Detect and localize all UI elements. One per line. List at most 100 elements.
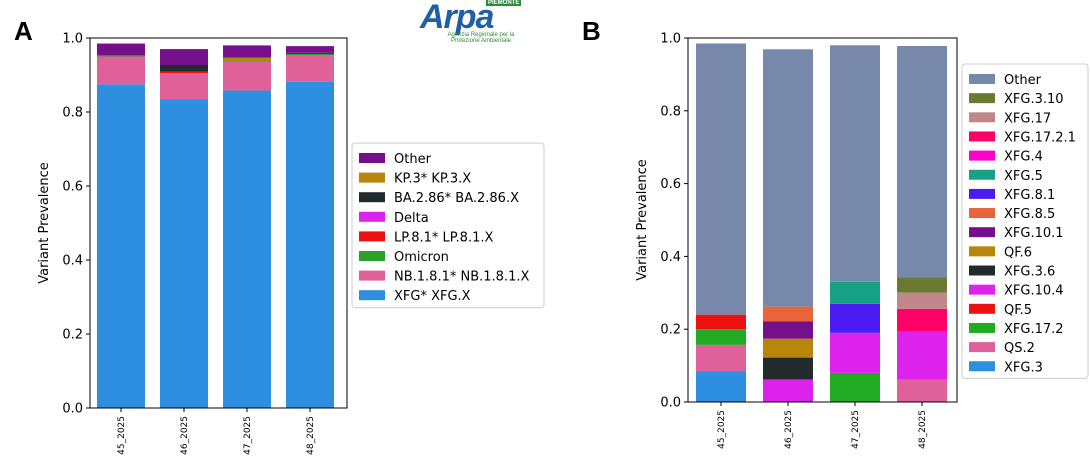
legend-swatch <box>969 361 995 372</box>
legend-label: XFG.3.6 <box>1004 265 1055 280</box>
bar-segment <box>223 60 271 62</box>
bar-segment <box>160 99 208 409</box>
bar-segment <box>763 49 813 307</box>
legend-label: NB.1.8.1* NB.1.8.1.X <box>394 270 529 285</box>
legend-box <box>961 63 1089 379</box>
axes-frame <box>89 37 348 409</box>
legend-label: Other <box>1004 73 1042 88</box>
y-tick-label: 0.0 <box>62 402 83 417</box>
y-tick-label: 0.2 <box>62 328 83 343</box>
bar-segment <box>223 90 271 408</box>
legend-label: XFG.17 <box>1004 111 1051 126</box>
legend-swatch <box>359 211 385 222</box>
bar-segment <box>696 43 746 315</box>
bar-segment <box>223 57 271 61</box>
bar-segment <box>696 371 746 402</box>
legend-label: QS.2 <box>1004 341 1035 356</box>
legend-label: XFG.3.10 <box>1004 92 1064 107</box>
bar-segment <box>160 65 208 72</box>
legend-swatch <box>969 208 995 219</box>
logo-region: PIEMONTE <box>486 0 522 6</box>
legend-swatch <box>359 172 385 183</box>
legend-swatch <box>359 251 385 261</box>
logo-subtitle: Agenzia Regionale per la Protezione Ambi… <box>447 32 515 44</box>
legend-label: XFG* XFG.X <box>394 289 471 304</box>
legend-swatch <box>969 169 995 180</box>
bar-segment <box>696 329 746 345</box>
legend-label: XFG.17.2.1 <box>1004 130 1076 145</box>
bar-segment <box>160 73 208 100</box>
y-tick-label: 0.2 <box>660 323 681 338</box>
y-tick-label: 0.4 <box>660 250 681 265</box>
legend-swatch <box>969 93 995 104</box>
x-tick-label: 45_2025 <box>717 410 727 449</box>
legend-label: XFG.8.1 <box>1004 188 1055 203</box>
legend-label: QF.5 <box>1004 303 1032 318</box>
legend-swatch <box>359 270 385 281</box>
y-axis-label: Variant Prevalence <box>635 159 650 281</box>
legend-swatch <box>359 290 385 301</box>
y-tick-label: 0.8 <box>62 106 83 121</box>
y-tick-label: 0.8 <box>660 104 681 119</box>
bar-segment <box>763 357 813 380</box>
y-tick-label: 1.0 <box>62 32 83 47</box>
x-tick-label: 45_2025 <box>117 416 127 455</box>
legend-label: XFG.3 <box>1004 360 1043 375</box>
y-tick-label: 0.0 <box>660 396 681 411</box>
legend-swatch <box>359 153 385 163</box>
legend-swatch <box>969 246 995 257</box>
legend-swatch <box>359 192 385 203</box>
x-tick-label: 46_2025 <box>784 410 794 449</box>
bar-segment <box>286 81 334 408</box>
legend-swatch <box>969 227 995 238</box>
legend-label: XFG.10.4 <box>1004 284 1064 299</box>
legend-swatch <box>359 231 385 242</box>
panel-b-letter: B <box>582 16 601 46</box>
bar-segment <box>830 303 880 333</box>
x-tick-label: 47_2025 <box>851 410 861 449</box>
arpa-logo: Arpa PIEMONTE Agenzia Regionale per la P… <box>420 0 524 48</box>
x-tick-label: 48_2025 <box>918 410 928 449</box>
y-tick-label: 0.6 <box>660 177 681 192</box>
bar-segment <box>897 46 947 278</box>
legend-label: Other <box>394 152 432 167</box>
y-tick-label: 1.0 <box>660 32 681 47</box>
bar-segment <box>897 331 947 380</box>
bar-segment <box>763 338 813 358</box>
legend-label: XFG.8.5 <box>1004 207 1055 222</box>
legend-label: Omicron <box>394 250 449 265</box>
bar-segment <box>286 55 334 82</box>
bar-segment <box>696 344 746 372</box>
bar-segment <box>286 53 334 56</box>
bar-segment <box>97 55 145 57</box>
bar-segment <box>223 61 271 91</box>
y-tick-label: 0.4 <box>62 254 83 269</box>
y-tick-label: 0.6 <box>62 180 83 195</box>
bar-segment <box>897 292 947 309</box>
legend-swatch <box>969 342 995 353</box>
legend-label: XFG.10.1 <box>1004 226 1064 241</box>
legend-swatch <box>969 131 995 142</box>
bar-segment <box>97 56 145 85</box>
legend-swatch <box>969 74 995 84</box>
legend-label: BA.2.86* BA.2.86.X <box>394 191 519 206</box>
legend-label: KP.3* KP.3.X <box>394 172 471 187</box>
legend-label: XFG.4 <box>1004 150 1043 165</box>
x-tick-label: 46_2025 <box>180 416 190 455</box>
chart-panel-a: 45_2025 46_2025 47_2025 48_2025 0.0 0.2 0.4 0.6… <box>37 32 545 455</box>
bar-segment <box>160 71 208 74</box>
bar-segment <box>830 281 880 304</box>
bar-segment <box>897 308 947 332</box>
bar-segment <box>97 43 145 56</box>
bar-segment <box>830 372 880 402</box>
x-tick-label: 48_2025 <box>306 416 316 455</box>
legend-swatch <box>969 150 995 161</box>
x-tick-label: 47_2025 <box>243 416 253 455</box>
legend-swatch <box>969 112 995 123</box>
bar-segment <box>830 332 880 373</box>
legend-label: LP.8.1* LP.8.1.X <box>394 230 493 245</box>
legend-swatch <box>969 188 995 199</box>
chart-panel-b: 45_2025 46_2025 47_2025 48_2025 0.0 0.2 0.4 0.6… <box>635 32 1089 449</box>
bar-segment <box>830 45 880 282</box>
